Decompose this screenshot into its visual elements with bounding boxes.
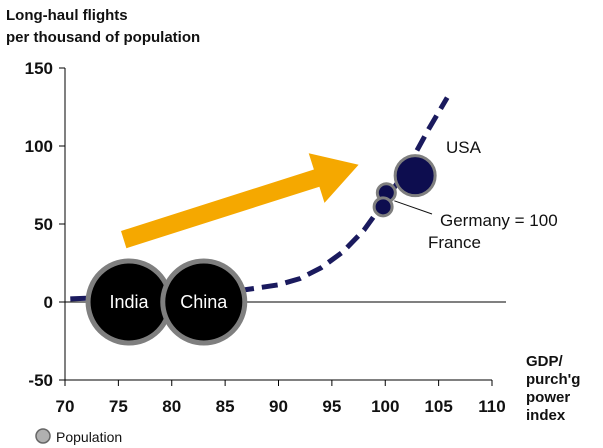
x-axis-title-line: index (526, 407, 566, 424)
axis-ticks: -50 0 50 100 150 70 75 80 85 90 95 100 105 110 (25, 59, 506, 416)
y-axis-title-line: Long-haul flights (6, 7, 128, 24)
y-tick-label: 0 (44, 293, 53, 312)
x-axis-title-line: GDP/ (526, 353, 564, 370)
trend-arrow (121, 153, 359, 249)
legend-swatch (35, 428, 51, 444)
bubble-label: Germany = 100 (440, 211, 558, 230)
x-tick-label: 105 (424, 397, 452, 416)
y-tick-label: 100 (25, 137, 53, 156)
bubble-france (372, 196, 394, 218)
x-tick-label: 70 (56, 397, 75, 416)
x-tick-label: 80 (162, 397, 181, 416)
x-axis-title-line: power (526, 389, 570, 406)
bubble-usa (393, 154, 437, 198)
bubble-label: France (428, 233, 481, 252)
bubble-label: China (180, 292, 228, 312)
bubble-label: USA (446, 138, 482, 157)
leader-line (394, 200, 433, 215)
x-tick-label: 95 (322, 397, 341, 416)
bubble-label: India (110, 292, 150, 312)
x-tick-label: 100 (371, 397, 399, 416)
y-tick-label: -50 (28, 371, 53, 390)
bubbles: India China USA Germany = 100 France (85, 138, 558, 346)
x-axis-title-line: purch'g (526, 371, 580, 388)
legend: Population (35, 428, 122, 445)
bubble-china (160, 258, 248, 346)
x-tick-label: 85 (216, 397, 235, 416)
x-tick-label: 110 (478, 397, 505, 416)
x-tick-label: 75 (109, 397, 128, 416)
y-axis-title-line: per thousand of population (6, 29, 200, 46)
legend-label: Population (56, 429, 122, 445)
y-axis-title: Long-haul flights per thousand of populat… (6, 7, 200, 46)
trend-arrow-shape (121, 153, 359, 249)
y-tick-label: 50 (34, 215, 53, 234)
x-tick-label: 90 (269, 397, 288, 416)
y-tick-label: 150 (25, 59, 53, 78)
